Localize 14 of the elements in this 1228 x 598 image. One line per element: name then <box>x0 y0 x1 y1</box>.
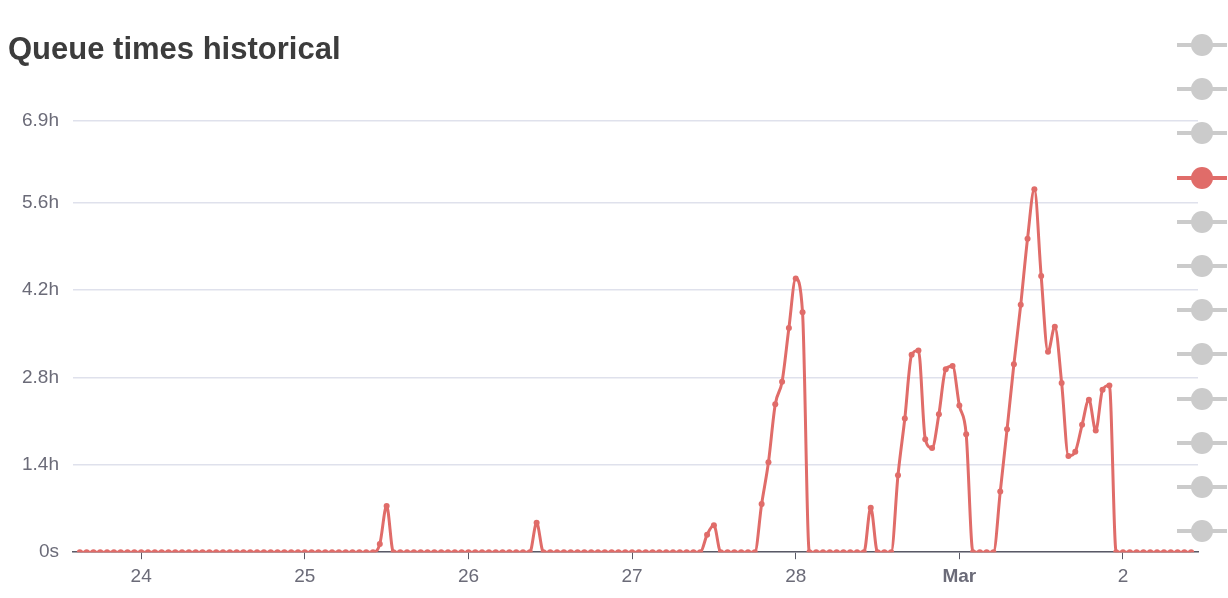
x-tick-label: Mar <box>942 564 977 586</box>
y-tick-label: 0s <box>38 540 59 562</box>
x-tick-label: 24 <box>130 564 153 586</box>
x-tick-label: 26 <box>457 564 480 586</box>
y-tick-label: 6.9h <box>22 109 59 131</box>
x-tick-label: 25 <box>294 564 316 586</box>
x-tick-label: 28 <box>785 564 807 586</box>
y-tick-label: 4.2h <box>22 278 59 300</box>
y-tick-label: 2.8h <box>22 365 59 387</box>
x-tick-label: 27 <box>621 564 643 586</box>
chart-title: Queue times historical <box>8 31 341 67</box>
y-tick-label: 5.6h <box>22 190 59 212</box>
x-tick-label: 2 <box>1117 564 1129 586</box>
y-tick-label: 1.4h <box>22 452 59 474</box>
